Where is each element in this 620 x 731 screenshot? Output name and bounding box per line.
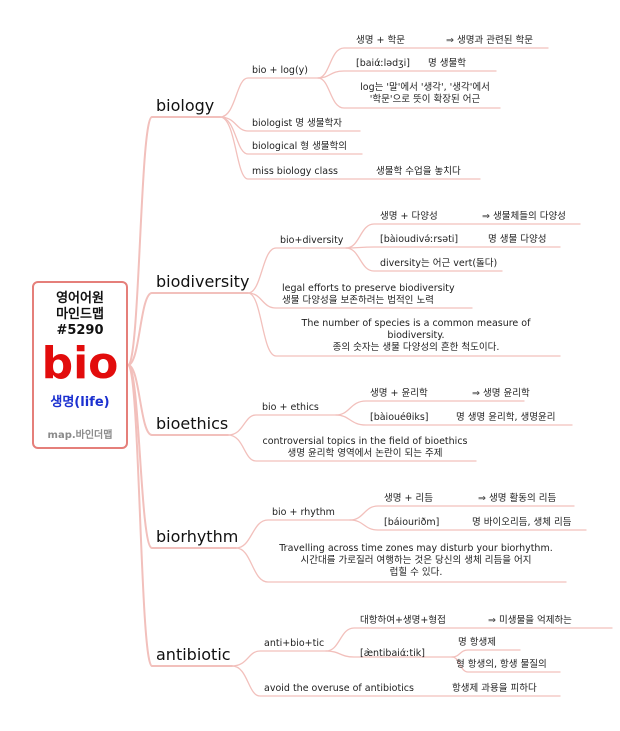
branch-title-biology: biology [156, 96, 215, 115]
node-biodiversity-parts: 생명 + 다양성 [380, 211, 438, 222]
node-biorhythm-gloss: ⇒ 생명 활동의 리듬 [478, 493, 557, 504]
node-biodiversity-example-1: legal efforts to preserve biodiversity 생… [282, 283, 455, 306]
center-title-line-3: #5290 [56, 323, 104, 338]
node-biodiversity-gloss: ⇒ 생물체들의 다양성 [482, 211, 566, 222]
root-word: bio [41, 338, 119, 389]
node-bioethics-gloss: ⇒ 생명 윤리학 [472, 388, 530, 399]
node-biologist: biologist 명 생물학자 [252, 118, 343, 129]
node-biology-pronunciation: [baiάːlədʒi] [356, 58, 411, 69]
node-bioethics-pronunciation: [bàiouéθiks] [370, 412, 429, 423]
node-biology-example: miss biology class [252, 166, 339, 177]
node-biology-note: log는 '말'에서 '생각', '생각'에서 '학문'으로 뜻이 확장된 어근 [360, 82, 490, 105]
node-biodiversity-note: diversity는 어근 vert(돌다) [380, 258, 498, 269]
node-bioethics-example: controversial topics in the field of bio… [262, 436, 468, 459]
node-biology-parts: 생명 + 학문 [356, 35, 405, 46]
node-biology-definition: 명 생물학 [428, 58, 466, 69]
node-biological: biological 형 생물학의 [252, 141, 348, 152]
node-antibiotic-example: avoid the overuse of antibiotics [264, 683, 414, 694]
node-bioethics-parts: 생명 + 윤리학 [370, 388, 428, 399]
node-antibiotic-noun: 명 항생제 [458, 637, 496, 648]
branch-title-bioethics: bioethics [156, 414, 229, 433]
node-biorhythm-parts: 생명 + 리듬 [384, 493, 433, 504]
site-label: map.바인더맵 [47, 430, 113, 441]
branch-title-antibiotic: antibiotic [156, 645, 231, 664]
node-biorhythm-definition: 명 바이오리듬, 생체 리듬 [472, 517, 572, 528]
node-biodiversity-definition: 명 생물 다양성 [488, 234, 547, 245]
node-biodiversity-pronunciation: [bàioudivə́ːrsəti] [380, 234, 459, 245]
node-biorhythm-pronunciation: [báiouriðm] [384, 517, 440, 528]
node-biodiversity-example-2: The number of species is a common measur… [301, 318, 531, 353]
node-biorhythm-example: Travelling across time zones may disturb… [279, 543, 553, 578]
node-bioethics-definition: 명 생명 윤리학, 생명윤리 [456, 412, 556, 423]
branch-title-biodiversity: biodiversity [156, 272, 250, 291]
center-topic-card: 영어어원 마인드맵 #5290 bio 생명(life) map.바인더맵 [32, 281, 128, 449]
node-biology-etymology: bio + log(y) [252, 65, 308, 76]
node-biology-example-translation: 생물학 수업을 놓치다 [376, 166, 461, 177]
node-antibiotic-example-translation: 항생제 과용을 피하다 [452, 683, 537, 694]
branch-title-biorhythm: biorhythm [156, 527, 239, 546]
node-biology-gloss: ⇒ 생명과 관련된 학문 [446, 35, 533, 46]
node-antibiotic-adjective: 형 항생의, 항생 물질의 [456, 659, 547, 670]
node-biorhythm-etymology: bio + rhythm [272, 507, 335, 518]
node-antibiotic-pronunciation: [æ̀ntibaiάːtik] [360, 648, 425, 659]
node-bioethics-etymology: bio + ethics [262, 402, 319, 413]
center-title-line-1: 영어어원 [56, 291, 104, 306]
root-meaning: 생명(life) [50, 395, 110, 410]
node-antibiotic-gloss: ⇒ 미생물을 억제하는 [488, 615, 572, 626]
node-biodiversity-etymology: bio+diversity [280, 235, 344, 246]
node-antibiotic-etymology: anti+bio+tic [264, 638, 325, 649]
center-title-line-2: 마인드맵 [56, 307, 104, 322]
node-antibiotic-parts: 대항하여+생명+형접 [360, 615, 446, 626]
